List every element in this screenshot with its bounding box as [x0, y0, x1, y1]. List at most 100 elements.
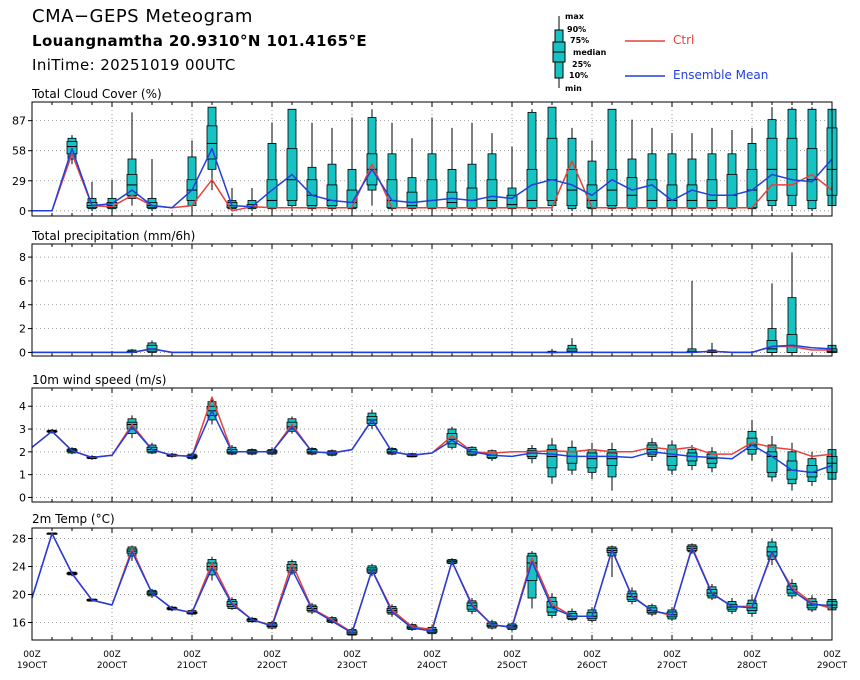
- x-tick-label-time: 00Z: [103, 650, 121, 660]
- box-t30: [626, 119, 638, 211]
- box-p10-p90: [347, 168, 357, 210]
- panel-frame: [31, 101, 833, 217]
- box-p25-p75: [106, 202, 118, 209]
- box-t35: [726, 129, 738, 211]
- y-tick-label: 4: [19, 400, 26, 413]
- y-tick-label: 2: [19, 323, 26, 336]
- box-legend-75: 75%: [570, 36, 590, 45]
- panel-1: Total Cloud Cover (%) 0 29 58 87: [12, 87, 838, 218]
- panel-title: 2m Temp (°C): [32, 512, 115, 526]
- box-p25-p75: [586, 452, 598, 469]
- box-p25-p75: [566, 451, 578, 464]
- box-t23: [486, 133, 498, 211]
- box-t36: [746, 127, 758, 211]
- chart-title: CMA−GEPS Meteogram: [32, 6, 253, 27]
- box-t31: [646, 127, 658, 211]
- box-t32: [666, 440, 678, 475]
- box-p25-p75: [206, 125, 218, 160]
- x-tick-label-date: 21OCT: [177, 661, 208, 671]
- box-p25-p75: [766, 451, 778, 473]
- box-p25-p75: [606, 452, 618, 466]
- x-tick-label-date: 22OCT: [257, 661, 288, 671]
- box-legend-median: median: [573, 48, 607, 57]
- box-p25-p75: [326, 184, 338, 207]
- y-tick-label: 0: [19, 491, 26, 504]
- x-tick-label-time: 00Z: [663, 650, 681, 660]
- x-tick-label-date: 29OCT: [817, 661, 848, 671]
- ensemble-mean-line: [32, 147, 833, 212]
- x-tick-label-time: 00Z: [583, 650, 601, 660]
- box-t34: [706, 447, 718, 473]
- box-t29: [606, 442, 618, 491]
- y-tick-label: 58: [12, 145, 26, 158]
- panel-2: Total precipitation (mm/6h) 0 2 4 6 8: [19, 229, 838, 359]
- box-p25-p75: [526, 168, 538, 209]
- box-t38: [786, 107, 798, 211]
- x-tick-label-time: 00Z: [263, 650, 281, 660]
- y-tick-label: 2: [19, 446, 26, 459]
- box-t22: [466, 122, 478, 211]
- box-p10-p90: [527, 111, 537, 210]
- box-t37: [766, 107, 778, 211]
- x-tick-label-time: 00Z: [23, 650, 41, 660]
- box-p25-p75: [66, 140, 78, 155]
- box-legend-25: 25%: [572, 60, 592, 69]
- panel-title: Total Cloud Cover (%): [31, 87, 162, 101]
- box-t12: [266, 122, 278, 211]
- box-t17: [366, 109, 378, 206]
- y-tick-label: 87: [12, 115, 26, 128]
- box-legend-max: max: [565, 12, 584, 21]
- panel-title: 10m wind speed (m/s): [32, 373, 166, 387]
- x-tick-label-date: 26OCT: [577, 661, 608, 671]
- x-tick-label-date: 25OCT: [497, 661, 528, 671]
- x-tick-label-time: 00Z: [743, 650, 761, 660]
- box-p25-p75: [426, 179, 438, 209]
- box-p25-p75: [746, 168, 758, 209]
- x-tick-label-date: 28OCT: [737, 661, 768, 671]
- box-p25-p75: [666, 449, 678, 466]
- box-t14: [306, 122, 318, 211]
- box-t19: [406, 138, 418, 211]
- box-p25-p75: [466, 187, 478, 209]
- y-tick-label: 24: [12, 561, 26, 574]
- box-t27: [566, 440, 578, 475]
- box-t27: [566, 338, 578, 353]
- box-t31: [646, 438, 658, 461]
- box-p10-p90: [267, 143, 277, 210]
- box-p10-p90: [607, 108, 617, 210]
- box-p25-p75: [586, 184, 598, 209]
- ensemble-mean-line: [32, 344, 833, 354]
- box-p10-p90: [667, 153, 677, 210]
- y-tick-label: 28: [12, 533, 26, 546]
- y-tick-label: 1: [19, 469, 26, 482]
- box-t33: [686, 280, 698, 353]
- box-p25-p75: [546, 137, 558, 201]
- ensemble-mean-line: [31, 410, 833, 474]
- box-t15: [326, 127, 338, 211]
- box-t39: [806, 107, 818, 211]
- box-p25-p75: [786, 334, 798, 353]
- box-t36: [746, 419, 758, 461]
- box-p10-p90: [687, 158, 697, 210]
- x-tick-label-time: 00Z: [183, 650, 201, 660]
- station-location: Louangnamtha 20.9310°N 101.4165°E: [32, 32, 368, 50]
- box-t20: [426, 117, 438, 211]
- y-tick-label: 0: [19, 205, 26, 218]
- box-p10-p90: [447, 168, 457, 210]
- box-p25-p75: [546, 449, 558, 469]
- x-tick-label-time: 00Z: [823, 650, 841, 660]
- panel-frame: [31, 527, 833, 641]
- box-p25-p75: [606, 168, 618, 207]
- box-p25-p75: [686, 184, 698, 209]
- y-tick-label: 20: [12, 589, 26, 602]
- box-t26: [546, 438, 558, 484]
- box-t34: [706, 127, 718, 211]
- ensemble-mean-line: [31, 532, 833, 634]
- box-p25-p75: [486, 179, 498, 209]
- x-tick-label-date: 19OCT: [17, 661, 48, 671]
- legend-ctrl-label: Ctrl: [673, 33, 695, 47]
- y-tick-label: 6: [19, 275, 26, 288]
- box-t13: [286, 108, 298, 211]
- box-t29: [606, 108, 618, 211]
